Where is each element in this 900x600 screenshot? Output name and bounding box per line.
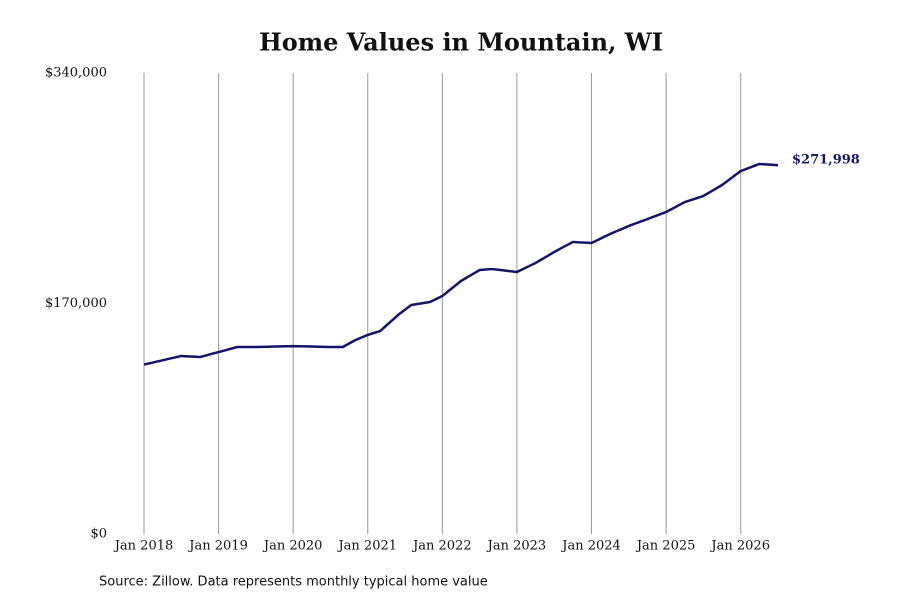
y-tick-label: $170,000	[45, 296, 107, 311]
source-note: Source: Zillow. Data represents monthly …	[99, 575, 488, 590]
x-tick-label: Jan 2024	[560, 539, 621, 554]
end-value-label: $271,998	[792, 153, 860, 168]
x-tick-label: Jan 2021	[336, 539, 397, 554]
chart-title: Home Values in Mountain, WI	[259, 28, 663, 57]
y-tick-label: $0	[90, 527, 107, 542]
x-tick-label: Jan 2025	[635, 539, 696, 554]
x-tick-label: Jan 2018	[113, 539, 174, 554]
x-tick-label: Jan 2020	[262, 539, 323, 554]
x-tick-label: Jan 2026	[709, 539, 770, 554]
x-tick-label: Jan 2019	[187, 539, 248, 554]
x-tick-label: Jan 2022	[411, 539, 472, 554]
y-tick-label: $340,000	[45, 66, 107, 81]
x-tick-label: Jan 2023	[486, 539, 547, 554]
line-series	[143, 162, 779, 366]
